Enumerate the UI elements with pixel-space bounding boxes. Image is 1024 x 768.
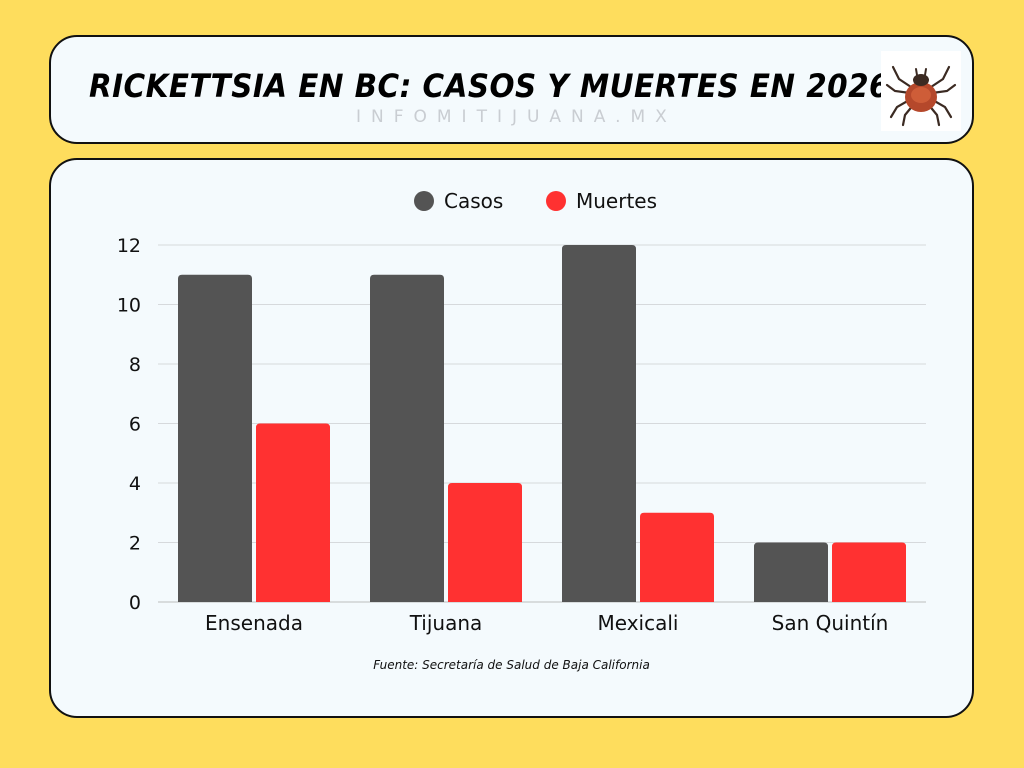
x-tick-label: San Quintín bbox=[772, 611, 889, 635]
legend-label: Muertes bbox=[576, 189, 657, 213]
bar-casos bbox=[370, 274, 444, 602]
y-tick-label: 8 bbox=[129, 354, 141, 376]
tick-icon bbox=[881, 51, 961, 131]
bar-casos bbox=[178, 274, 252, 602]
source-note: Fuente: Secretaría de Salud de Baja Cali… bbox=[373, 658, 650, 672]
bar-muertes bbox=[832, 542, 906, 602]
bar-muertes bbox=[448, 483, 522, 602]
bar-muertes bbox=[640, 512, 714, 602]
bar-muertes bbox=[256, 423, 330, 602]
x-tick-label: Mexicali bbox=[598, 611, 679, 635]
y-tick-label: 12 bbox=[117, 235, 141, 257]
chart-card: 0 2 4 6 8 10 12 Ensenada Tijuana Mexicali San Quin… bbox=[49, 158, 974, 718]
y-tick-label: 2 bbox=[129, 533, 141, 555]
y-tick-label: 4 bbox=[129, 473, 141, 495]
legend-label: Casos bbox=[444, 189, 503, 213]
bar-casos bbox=[562, 245, 636, 602]
x-tick-label: Tijuana bbox=[409, 611, 483, 635]
page-title: RICKETTSIA EN BC: CASOS Y MUERTES EN 202… bbox=[89, 67, 890, 105]
title-card: RICKETTSIA EN BC: CASOS Y MUERTES EN 202… bbox=[49, 35, 974, 144]
bar-casos bbox=[754, 542, 828, 602]
legend-marker bbox=[546, 191, 566, 211]
bar-chart: 0 2 4 6 8 10 12 Ensenada Tijuana Mexicali San Quin… bbox=[117, 189, 926, 635]
watermark: INFOMITIJUANA.MX bbox=[356, 107, 677, 127]
legend-marker bbox=[414, 191, 434, 211]
x-tick-label: Ensenada bbox=[205, 611, 303, 635]
y-tick-label: 6 bbox=[129, 414, 141, 436]
y-tick-label: 10 bbox=[117, 295, 141, 317]
y-tick-label: 0 bbox=[129, 592, 141, 614]
